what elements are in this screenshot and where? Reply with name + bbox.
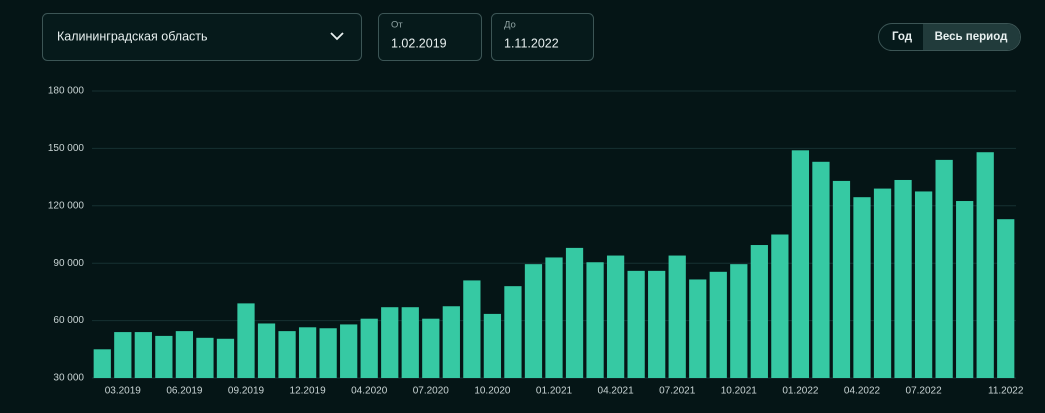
bar — [504, 286, 522, 378]
bar — [791, 150, 810, 378]
bar — [689, 279, 707, 378]
bar — [668, 255, 686, 378]
bar — [709, 271, 727, 378]
to-input[interactable] — [491, 13, 594, 61]
bar — [648, 270, 666, 378]
bar — [750, 245, 768, 378]
bar — [155, 335, 173, 378]
region-select[interactable] — [42, 13, 362, 61]
to-label: До — [504, 20, 516, 31]
bar — [216, 338, 235, 378]
x-tick-label: 09.2019 — [228, 386, 265, 397]
bar — [545, 257, 563, 378]
x-tick-label: 01.2022 — [782, 386, 819, 397]
bar — [853, 197, 871, 378]
bar — [873, 188, 892, 378]
y-tick-label: 180 000 — [48, 86, 85, 97]
bar — [422, 318, 440, 378]
period-all[interactable]: Весь период — [935, 31, 1009, 43]
period-year[interactable]: Год — [892, 31, 913, 43]
bar — [360, 318, 378, 378]
to-value: 1.11.2022 — [504, 36, 559, 50]
bar — [93, 349, 111, 378]
region-text: Калининградская область — [57, 29, 208, 43]
bar — [196, 337, 214, 378]
bar — [956, 201, 974, 378]
bar — [976, 152, 994, 378]
x-tick-label: 03.2019 — [105, 386, 142, 397]
bar — [771, 234, 789, 378]
from-value: 1.02.2019 — [391, 36, 447, 50]
y-tick-label: 60 000 — [53, 315, 84, 326]
bar — [278, 331, 296, 378]
x-tick-label: 04.2021 — [598, 386, 635, 397]
bar — [319, 328, 337, 378]
bar — [401, 307, 419, 378]
bar — [298, 327, 317, 378]
x-tick-label: 11.2022 — [988, 386, 1024, 397]
chevron — [330, 32, 344, 41]
x-tick-label: 12.2019 — [290, 386, 327, 397]
x-tick-label: 04.2022 — [844, 386, 881, 397]
x-tick-label: 06.2019 — [166, 386, 203, 397]
bar — [586, 262, 604, 378]
x-tick-label: 04.2020 — [351, 386, 388, 397]
bar — [483, 313, 502, 378]
bar — [812, 161, 830, 378]
bar — [627, 270, 645, 378]
bar — [832, 180, 851, 378]
bar — [175, 331, 194, 378]
bar — [340, 324, 358, 378]
bar — [730, 264, 748, 378]
x-tick-label: 10.2021 — [721, 386, 758, 397]
bar — [463, 280, 481, 378]
bar — [114, 332, 132, 378]
bar — [442, 306, 460, 378]
x-tick-label: 07.2020 — [413, 386, 450, 397]
bar — [606, 255, 625, 378]
from-label: От — [391, 20, 403, 31]
x-tick-label: 01.2021 — [536, 386, 573, 397]
x-tick-label: 10.2020 — [474, 386, 511, 397]
y-tick-label: 150 000 — [48, 143, 85, 154]
bar — [524, 264, 543, 378]
bar — [257, 323, 276, 378]
bar — [997, 219, 1015, 378]
bar — [894, 179, 912, 378]
bar — [565, 247, 584, 378]
y-tick-label: 120 000 — [48, 200, 85, 211]
x-tick-label: 07.2022 — [906, 386, 943, 397]
bar — [237, 303, 255, 378]
y-tick-label: 30 000 — [53, 373, 84, 384]
bar — [381, 307, 399, 378]
bar — [935, 159, 953, 378]
from-input[interactable] — [378, 13, 482, 61]
bar — [914, 191, 933, 378]
period-active — [923, 24, 1020, 50]
y-tick-label: 90 000 — [53, 258, 84, 269]
x-tick-label: 07.2021 — [659, 386, 696, 397]
bar — [134, 332, 152, 378]
